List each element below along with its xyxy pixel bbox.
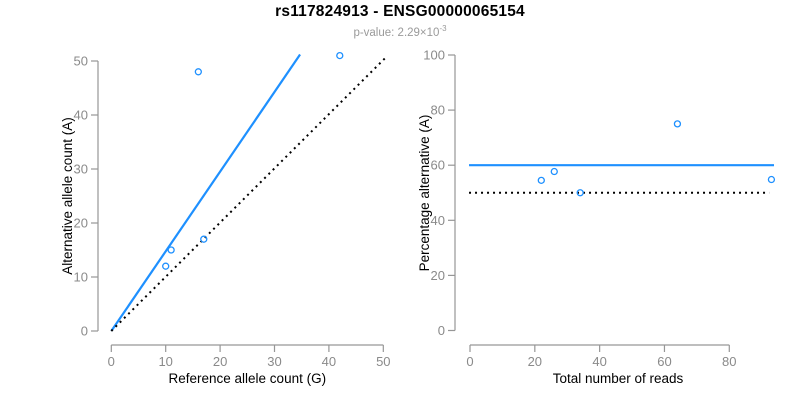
y-tick-label: 80 (431, 103, 445, 118)
y-tick-label: 40 (431, 213, 445, 228)
x-tick-label: 30 (267, 354, 281, 369)
y-tick-label: 40 (74, 108, 88, 123)
figure-title: rs117824913 - ENSG00000065154 (275, 3, 525, 20)
figure-subtitle: p-value: 2.29×10-3 (0, 24, 800, 39)
pvalue-text: p-value: 2.29×10 (353, 26, 440, 39)
data-point (194, 68, 202, 76)
data-point (336, 51, 344, 60)
data-point (537, 176, 545, 185)
y-tick-label: 10 (74, 270, 88, 285)
x-tick-label: 20 (213, 354, 227, 369)
data-point (200, 235, 208, 243)
x-tick-label: 40 (322, 354, 336, 369)
data-point (167, 246, 175, 254)
x-tick-label: 20 (528, 354, 542, 369)
x-tick-label: 80 (722, 354, 736, 369)
x-tick-label: 40 (592, 354, 606, 369)
y-tick-label: 50 (74, 54, 88, 69)
y-axis-title: Alternative allele count (A) (60, 117, 75, 275)
data-point (550, 167, 558, 176)
identity-line (110, 55, 388, 332)
y-tick-label: 0 (81, 324, 88, 339)
left-plot: 0 10 20 30 40 50 0 10 20 30 40 50 Reference allele c… (60, 51, 391, 386)
x-tick-label: 50 (376, 354, 390, 369)
x-axis-title: Total number of reads (553, 371, 684, 386)
x-axis-title: Reference allele count (G) (169, 371, 327, 386)
data-point (162, 262, 170, 270)
right-plot: 0 20 40 60 80 100 0 20 40 60 80 Total number of rea… (417, 48, 776, 386)
y-tick-label: 30 (74, 162, 88, 177)
y-tick-label: 0 (438, 323, 445, 338)
data-point (576, 189, 584, 197)
y-axis-title: Percentage alternative (A) (417, 115, 432, 272)
y-tick-label: 20 (74, 216, 88, 231)
fitted-allelic-ratio-line (110, 53, 301, 332)
x-tick-label: 60 (657, 354, 671, 369)
y-tick-label: 20 (431, 268, 445, 283)
data-point (673, 120, 682, 128)
pvalue-exponent: -3 (439, 24, 447, 33)
x-tick-label: 0 (466, 354, 473, 369)
x-tick-label: 0 (108, 354, 115, 369)
data-point (767, 175, 776, 184)
y-tick-label: 60 (431, 158, 445, 173)
y-tick-label: 100 (423, 48, 445, 63)
x-tick-label: 10 (158, 354, 172, 369)
